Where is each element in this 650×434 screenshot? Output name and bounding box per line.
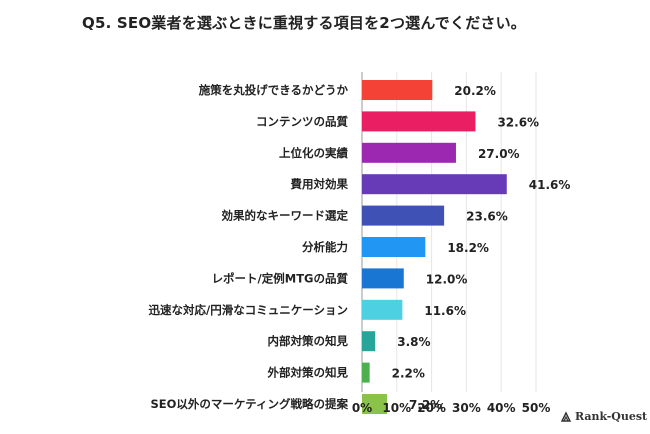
label-layer: 施策を丸投げできるかどうか 20.2% コンテンツの品質 32.6% 上位化の実績 27.… — [149, 83, 571, 412]
axis-layer: 0% 10% 20% 30% 40% 50% — [352, 401, 551, 415]
bar — [362, 111, 476, 132]
x-tick-label: 30% — [452, 401, 481, 415]
category-label: レポート/定例MTGの品質 — [212, 271, 349, 285]
category-label: 施策を丸投げできるかどうか — [199, 83, 349, 97]
data-label: 12.0% — [426, 272, 468, 286]
category-label: 迅速な対応/円滑なコミュニケーション — [149, 303, 348, 317]
category-label: 分析能力 — [302, 240, 348, 254]
data-label: 7.2% — [409, 398, 442, 412]
rank-quest-logo-icon — [560, 410, 572, 422]
brand-name: Rank-Quest — [575, 410, 648, 423]
category-label: 効果的なキーワード選定 — [222, 209, 349, 223]
bar — [362, 299, 403, 320]
bar — [362, 237, 426, 257]
data-label: 32.6% — [497, 115, 539, 129]
brand-logo: Rank-Quest — [560, 410, 647, 423]
bar — [362, 331, 376, 352]
category-label: 費用対効果 — [291, 177, 349, 191]
data-label: 18.2% — [447, 241, 489, 255]
category-label: SEO以外のマーケティング戦略の提案 — [151, 397, 349, 411]
bar — [362, 205, 445, 226]
x-tick-label: 0% — [352, 401, 372, 415]
data-label: 3.8% — [397, 335, 430, 349]
bar — [362, 362, 370, 383]
bar — [362, 80, 433, 100]
data-label: 41.6% — [529, 178, 571, 192]
bar — [362, 142, 456, 163]
data-label: 27.0% — [478, 147, 520, 161]
x-tick-label: 20% — [417, 401, 446, 415]
x-tick-label: 10% — [382, 401, 411, 415]
x-tick-label: 50% — [522, 401, 551, 415]
bar — [362, 174, 507, 195]
bar — [362, 394, 388, 414]
x-tick-label: 40% — [487, 401, 516, 415]
category-label: 外部対策の知見 — [267, 366, 349, 380]
data-label: 11.6% — [424, 304, 466, 318]
data-label: 2.2% — [392, 367, 425, 381]
bar-layer — [362, 80, 507, 414]
category-label: コンテンツの品質 — [256, 114, 348, 128]
category-label: 上位化の実績 — [279, 146, 348, 160]
data-label: 23.6% — [466, 210, 508, 224]
category-label: 内部対策の知見 — [268, 334, 349, 348]
chart-title: Q5. SEO業者を選ぶときに重視する項目を2つ選んでください。 — [82, 14, 526, 32]
bar — [362, 268, 404, 289]
data-label: 20.2% — [454, 84, 496, 98]
